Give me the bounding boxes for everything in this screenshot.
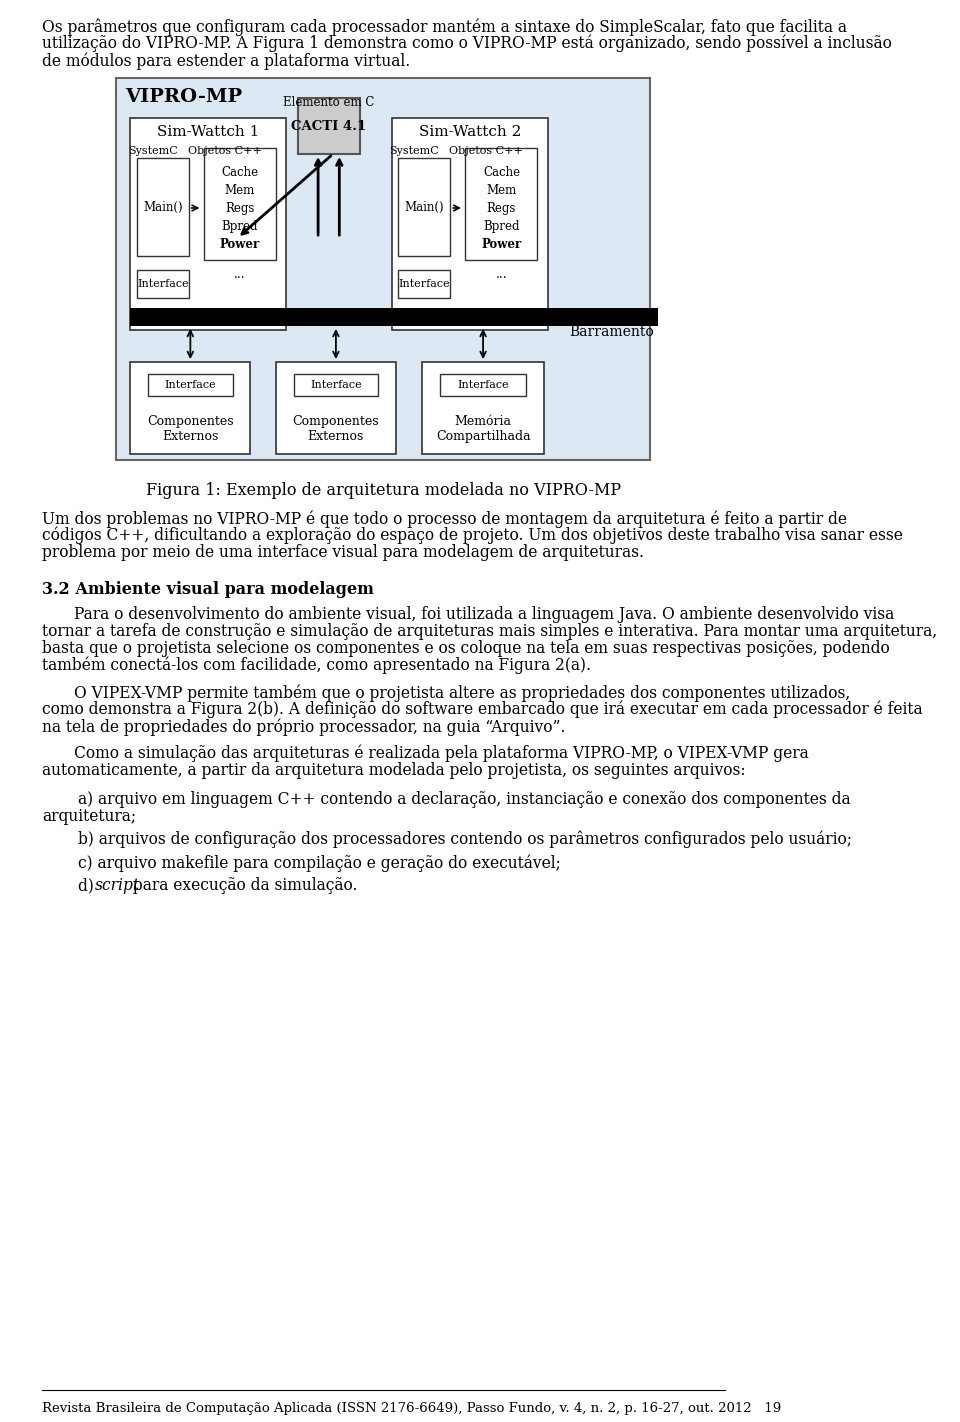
Text: Figura 1: Exemplo de arquitetura modelada no VIPRO-MP: Figura 1: Exemplo de arquitetura modelad… <box>146 482 621 499</box>
Text: Cache: Cache <box>222 166 258 179</box>
Text: arquitetura;: arquitetura; <box>42 808 136 825</box>
Text: Componentes
Externos: Componentes Externos <box>293 415 379 444</box>
Text: ...: ... <box>234 267 246 282</box>
Text: Componentes
Externos: Componentes Externos <box>147 415 233 444</box>
Text: Objetos C++: Objetos C++ <box>449 146 523 156</box>
Text: Bpred: Bpred <box>483 220 519 233</box>
Text: Objetos C++: Objetos C++ <box>188 146 262 156</box>
Text: Para o desenvolvimento do ambiente visual, foi utilizada a linguagem Java. O amb: Para o desenvolvimento do ambiente visua… <box>74 606 895 623</box>
Text: SystemC: SystemC <box>390 146 439 156</box>
Text: utilização do VIPRO-MP. A Figura 1 demonstra como o VIPRO-MP está organizado, se: utilização do VIPRO-MP. A Figura 1 demon… <box>42 36 892 53</box>
Text: Interface: Interface <box>457 380 509 390</box>
FancyBboxPatch shape <box>398 270 450 299</box>
Text: códigos C++, dificultando a exploração do espaço de projeto. Um dos objetivos de: códigos C++, dificultando a exploração d… <box>42 528 903 545</box>
FancyBboxPatch shape <box>398 158 450 256</box>
FancyBboxPatch shape <box>204 148 276 260</box>
Text: basta que o projetista selecione os componentes e os coloque na tela em suas res: basta que o projetista selecione os comp… <box>42 640 890 657</box>
FancyBboxPatch shape <box>466 148 538 260</box>
Text: Revista Brasileira de Computação Aplicada (ISSN 2176-6649), Passo Fundo, v. 4, n: Revista Brasileira de Computação Aplicad… <box>42 1402 781 1415</box>
FancyBboxPatch shape <box>131 118 286 330</box>
Text: Os parâmetros que configuram cada processador mantém a sintaxe do SimpleScalar, : Os parâmetros que configuram cada proces… <box>42 18 848 36</box>
Text: Um dos problemas no VIPRO-MP é que todo o processo de montagem da arquitetura é : Um dos problemas no VIPRO-MP é que todo … <box>42 510 848 528</box>
Text: Mem: Mem <box>225 183 255 198</box>
Text: problema por meio de uma interface visual para modelagem de arquiteturas.: problema por meio de uma interface visua… <box>42 545 644 562</box>
Text: Power: Power <box>220 237 260 252</box>
Text: Power: Power <box>481 237 521 252</box>
FancyBboxPatch shape <box>136 158 189 256</box>
FancyBboxPatch shape <box>440 374 526 395</box>
FancyBboxPatch shape <box>392 118 548 330</box>
FancyBboxPatch shape <box>294 374 378 395</box>
Text: Interface: Interface <box>398 279 450 289</box>
Text: como demonstra a Figura 2(b). A definição do software embarcado que irá executar: como demonstra a Figura 2(b). A definiçã… <box>42 701 923 718</box>
Text: b) arquivos de configuração dos processadores contendo os parâmetros configurado: b) arquivos de configuração dos processa… <box>79 830 852 849</box>
Text: para execução da simulação.: para execução da simulação. <box>128 877 357 894</box>
Text: na tela de propriedades do próprio processador, na guia “Arquivo”.: na tela de propriedades do próprio proce… <box>42 718 565 735</box>
Text: Bpred: Bpred <box>222 220 258 233</box>
Text: Sim-Wattch 2: Sim-Wattch 2 <box>419 125 521 139</box>
Text: O VIPEX-VMP permite também que o projetista altere as propriedades dos component: O VIPEX-VMP permite também que o projeti… <box>74 684 851 701</box>
Text: Main(): Main() <box>404 201 444 213</box>
FancyBboxPatch shape <box>422 363 544 454</box>
Text: automaticamente, a partir da arquitetura modelada pelo projetista, os seguintes : automaticamente, a partir da arquitetura… <box>42 762 746 779</box>
Text: de módulos para estender a plataforma virtual.: de módulos para estender a plataforma vi… <box>42 53 411 70</box>
Text: VIPRO-MP: VIPRO-MP <box>126 88 243 107</box>
FancyBboxPatch shape <box>276 363 396 454</box>
Text: Interface: Interface <box>137 279 188 289</box>
Text: SystemC: SystemC <box>128 146 178 156</box>
FancyBboxPatch shape <box>136 270 189 299</box>
Text: Mem: Mem <box>487 183 516 198</box>
Text: Regs: Regs <box>226 202 254 215</box>
Text: Sim-Wattch 1: Sim-Wattch 1 <box>157 125 259 139</box>
Text: Interface: Interface <box>164 380 216 390</box>
Text: Cache: Cache <box>483 166 520 179</box>
Text: 3.2 Ambiente visual para modelagem: 3.2 Ambiente visual para modelagem <box>42 582 374 599</box>
FancyBboxPatch shape <box>298 98 360 154</box>
FancyBboxPatch shape <box>148 374 232 395</box>
Text: Barramento: Barramento <box>569 326 654 338</box>
Text: ...: ... <box>495 267 507 282</box>
Text: Main(): Main() <box>143 201 182 213</box>
Text: também conectá-los com facilidade, como apresentado na Figura 2(a).: também conectá-los com facilidade, como … <box>42 657 591 674</box>
Text: Como a simulação das arquiteturas é realizada pela plataforma VIPRO-MP, o VIPEX-: Como a simulação das arquiteturas é real… <box>74 745 809 762</box>
Text: tornar a tarefa de construção e simulação de arquiteturas mais simples e interat: tornar a tarefa de construção e simulaçã… <box>42 623 938 640</box>
FancyBboxPatch shape <box>131 363 251 454</box>
Text: Regs: Regs <box>487 202 516 215</box>
Text: d): d) <box>79 877 99 894</box>
Text: Elemento em C: Elemento em C <box>283 97 374 109</box>
FancyBboxPatch shape <box>131 309 659 326</box>
Text: a) arquivo em linguagem C++ contendo a declaração, instanciação e conexão dos co: a) arquivo em linguagem C++ contendo a d… <box>79 791 851 808</box>
Text: script: script <box>94 877 139 894</box>
Text: CACTI 4.1: CACTI 4.1 <box>291 119 367 132</box>
Text: c) arquivo makefile para compilação e geração do executável;: c) arquivo makefile para compilação e ge… <box>79 855 562 872</box>
FancyBboxPatch shape <box>116 78 650 459</box>
Text: Memória
Compartilhada: Memória Compartilhada <box>436 415 530 444</box>
Text: Interface: Interface <box>310 380 362 390</box>
